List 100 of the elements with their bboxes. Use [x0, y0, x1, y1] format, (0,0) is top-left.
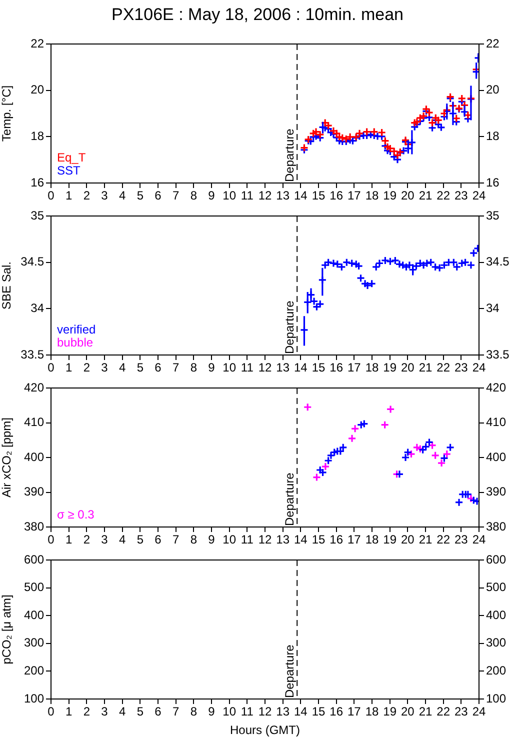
y-tick-label: 500: [24, 580, 44, 594]
x-tick-label: 5: [136, 532, 144, 547]
x-tick-label: 4: [118, 532, 126, 547]
y2-tick-label: 22: [486, 36, 500, 50]
y2-tick-label: 34.5: [486, 254, 510, 269]
y2-tick-label: 390: [486, 484, 506, 499]
x-tick-label: 0: [48, 532, 55, 547]
text: σ ≥ 0.3: [57, 507, 95, 522]
x-tick-label: 20: [400, 188, 415, 203]
x-tick-label: 1: [65, 188, 72, 203]
ref-line-label: Departure: [282, 472, 296, 526]
x-tick-label: 5: [136, 704, 144, 719]
x-tick-label: 13: [276, 360, 290, 375]
x-tick-label: 14: [294, 704, 308, 719]
y-tick-label: 35: [30, 208, 44, 222]
x-tick-label: 5: [136, 188, 144, 203]
x-tick-label: 2: [83, 532, 90, 547]
x-tick-label: 6: [154, 704, 162, 719]
y-tick-label: 400: [24, 608, 44, 622]
x-tick-label: 23: [454, 704, 468, 719]
y2-tick-label: 100: [486, 691, 506, 706]
x-tick-label: 9: [208, 532, 216, 547]
y-tick-label: 300: [24, 636, 44, 650]
x-tick-label: 22: [436, 532, 450, 547]
y2-tick-label: 33.5: [486, 347, 510, 362]
x-tick-label: 22: [436, 704, 450, 719]
x-tick-label: 19: [383, 188, 397, 203]
y-tick-label: 400: [24, 450, 44, 464]
x-tick-label: 15: [312, 532, 326, 547]
x-tick-label: 18: [365, 188, 379, 203]
y-tick-label: 18: [30, 128, 44, 143]
y-tick-label: 420: [24, 380, 44, 394]
y-tick-label: 410: [24, 415, 44, 430]
ref-line-label: Departure: [282, 644, 296, 698]
x-tick-label: 9: [208, 704, 216, 719]
x-tick-label: 12: [258, 704, 272, 719]
x-tick-label: 23: [454, 532, 468, 547]
y2-tick-label: 500: [486, 580, 506, 594]
text: SST: [57, 163, 82, 178]
x-tick-label: 15: [312, 360, 326, 375]
x-tick-label: 16: [330, 188, 344, 203]
x-tick-label: 8: [190, 188, 198, 203]
x-tick-label: 7: [172, 188, 180, 203]
x-tick-label: 11: [240, 360, 254, 375]
x-tick-label: 4: [118, 360, 126, 375]
y2-tick-label: 400: [486, 608, 506, 622]
x-tick-label: 8: [190, 360, 198, 375]
x-tick-label: 17: [347, 704, 362, 719]
x-tick-label: 17: [347, 360, 362, 375]
y2-tick-label: 18: [486, 128, 500, 143]
x-tick-label: 4: [118, 188, 126, 203]
x-tick-label: 10: [222, 188, 236, 203]
y-tick-label: 20: [30, 82, 44, 97]
y2-tick-label: 34: [486, 300, 500, 315]
x-axis-title: Hours (GMT): [230, 723, 300, 738]
x-tick-label: 20: [400, 532, 415, 547]
x-tick-label: 11: [240, 188, 254, 203]
x-tick-label: 10: [222, 704, 236, 719]
y2-tick-label: 16: [486, 175, 500, 190]
y-tick-label: 16: [30, 175, 44, 190]
x-tick-label: 17: [347, 188, 362, 203]
x-tick-label: 13: [276, 188, 290, 203]
x-tick-label: 23: [454, 360, 468, 375]
y2-tick-label: 35: [486, 208, 500, 222]
x-tick-label: 3: [101, 532, 108, 547]
x-tick-label: 12: [258, 532, 272, 547]
ref-line-label: Departure: [282, 128, 296, 182]
x-tick-label: 24: [472, 360, 486, 375]
x-tick-label: 24: [472, 532, 486, 547]
chart-title: PX106E : May 18, 2006 : 10min. mean: [110, 4, 404, 26]
x-tick-label: 18: [365, 532, 379, 547]
x-tick-label: 9: [208, 188, 216, 203]
x-tick-label: 0: [48, 360, 55, 375]
x-tick-label: 18: [365, 360, 379, 375]
x-tick-label: 21: [418, 360, 432, 375]
x-tick-label: 13: [276, 704, 290, 719]
x-tick-label: 0: [48, 188, 55, 203]
text: Eq_T: [57, 150, 86, 164]
x-tick-label: 3: [101, 360, 108, 375]
x-tick-label: 24: [472, 188, 486, 203]
x-tick-label: 21: [418, 188, 432, 203]
legend-label: bubble: [57, 335, 94, 350]
x-tick-label: 12: [258, 360, 272, 375]
x-tick-label: 5: [136, 360, 144, 375]
y2-tick-label: 300: [486, 636, 506, 650]
x-tick-label: 2: [83, 704, 90, 719]
y-tick-label: 200: [24, 664, 44, 678]
x-tick-label: 22: [436, 188, 450, 203]
x-tick-label: 12: [258, 188, 272, 203]
x-tick-label: 21: [418, 532, 432, 547]
y2-tick-label: 400: [486, 450, 506, 464]
x-tick-label: 3: [101, 704, 108, 719]
x-tick-label: 22: [436, 360, 450, 375]
y2-tick-label: 420: [486, 380, 506, 394]
y-tick-label: 390: [24, 484, 44, 499]
x-tick-label: 23: [454, 188, 468, 203]
x-tick-label: 11: [240, 532, 254, 547]
y-axis-title: SBE Sal.: [0, 261, 14, 310]
y-axis-title: Air xCO₂ [ppm]: [0, 417, 14, 498]
x-tick-label: 1: [65, 532, 72, 547]
